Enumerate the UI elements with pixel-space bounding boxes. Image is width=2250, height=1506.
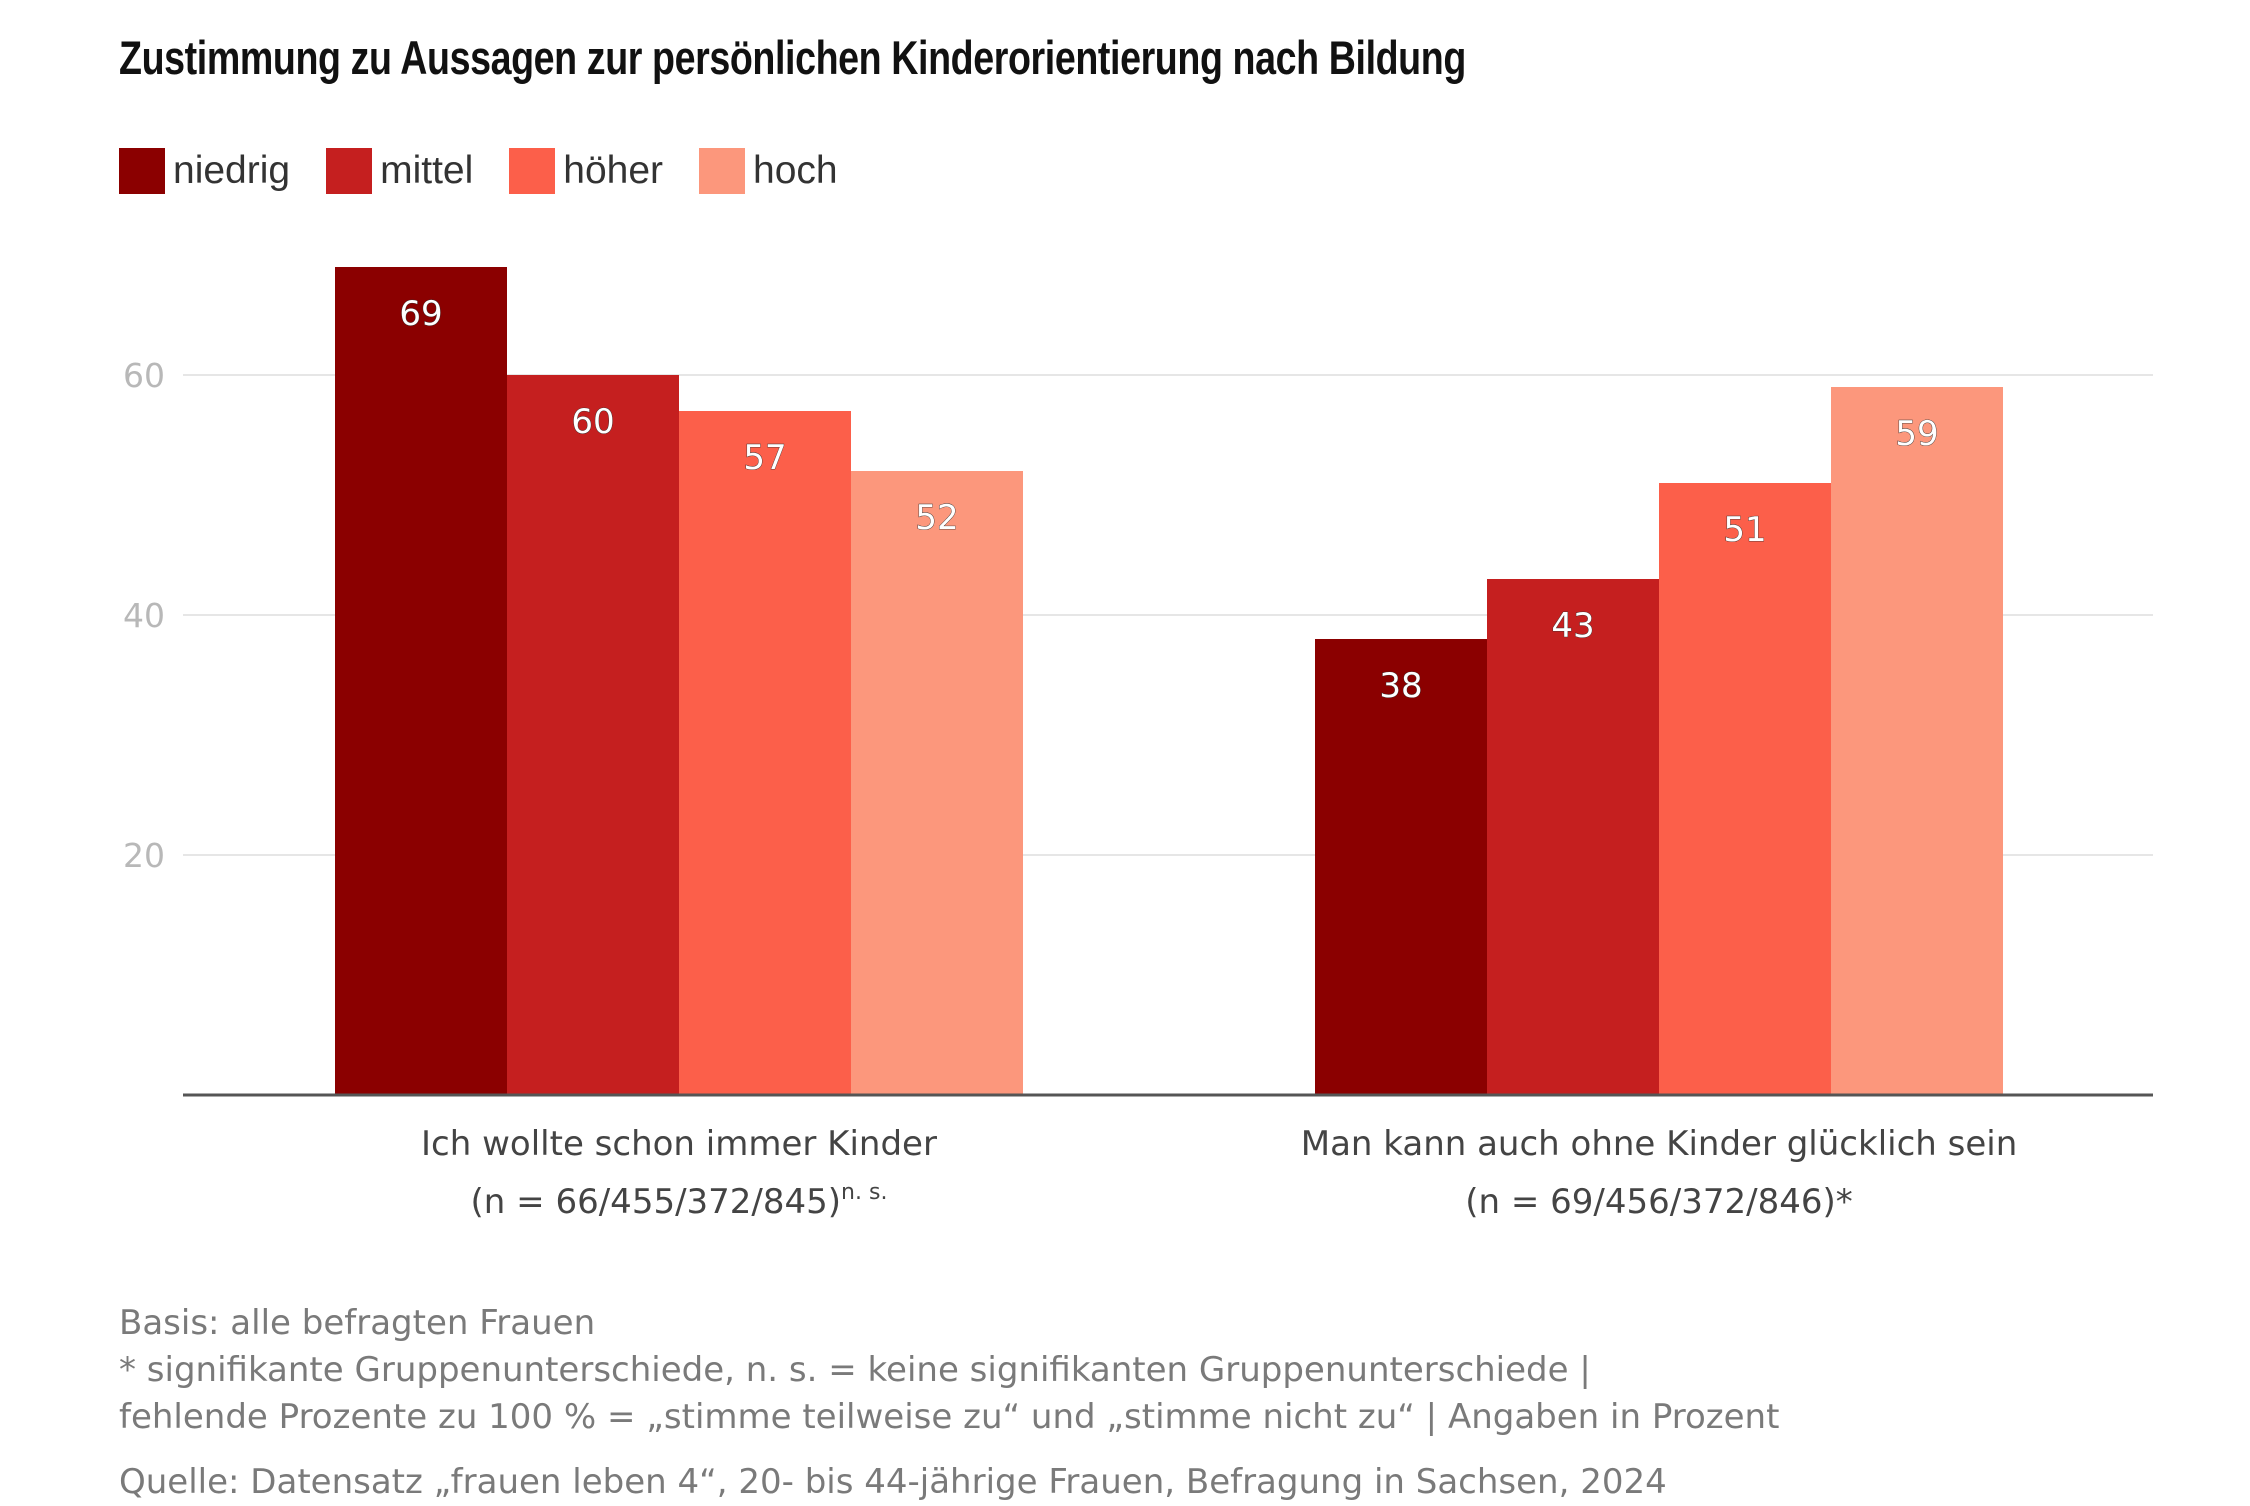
category-label-0: Ich wollte schon immer Kinder bbox=[421, 1124, 937, 1164]
y-tick-label-60: 60 bbox=[123, 356, 165, 395]
category-sample-0: (n = 66/455/372/845)n. s. bbox=[471, 1180, 888, 1222]
legend-item-hoeher: höher bbox=[509, 148, 663, 194]
bar-value-label-0-1: 60 bbox=[571, 402, 614, 442]
bar-value-label-1-1: 43 bbox=[1551, 606, 1594, 646]
bar-0-3 bbox=[851, 471, 1023, 1095]
category-label-1: Man kann auch ohne Kinder glücklich sein bbox=[1301, 1124, 2018, 1164]
bar-value-label-0-3: 52 bbox=[915, 498, 958, 538]
footnote-missing: fehlende Prozente zu 100 % = „stimme tei… bbox=[119, 1397, 1780, 1437]
legend-label-hoch: hoch bbox=[753, 149, 838, 192]
footnote-basis: Basis: alle befragten Frauen bbox=[119, 1303, 596, 1343]
bar-value-label-0-0: 69 bbox=[399, 294, 442, 334]
legend: niedrig mittel höher hoch bbox=[119, 148, 874, 194]
bar-1-0 bbox=[1315, 639, 1487, 1095]
bar-value-label-1-3: 59 bbox=[1895, 414, 1938, 454]
legend-swatch-niedrig bbox=[119, 148, 165, 194]
bar-1-2 bbox=[1659, 483, 1831, 1095]
bar-chart: 20 40 60 69 60 57 52 38 43 51 59 Ich wollte schon… bbox=[123, 267, 2153, 1222]
footnote-significance: * signifikante Gruppenunterschiede, n. s… bbox=[119, 1350, 1591, 1390]
category-sample-1: (n = 69/456/372/846)* bbox=[1465, 1182, 1853, 1222]
legend-item-hoch: hoch bbox=[699, 148, 838, 194]
legend-item-mittel: mittel bbox=[326, 148, 473, 194]
bar-value-label-1-2: 51 bbox=[1723, 510, 1766, 550]
bar-1-1 bbox=[1487, 579, 1659, 1095]
legend-label-mittel: mittel bbox=[380, 149, 474, 192]
category-labels: Ich wollte schon immer Kinder (n = 66/455… bbox=[421, 1124, 2017, 1222]
y-tick-label-20: 20 bbox=[123, 836, 165, 875]
chart-title: Zustimmung zu Aussagen zur persönlichen … bbox=[119, 31, 1466, 84]
y-axis-ticks: 20 40 60 bbox=[123, 356, 165, 875]
bar-1-3 bbox=[1831, 387, 2003, 1095]
legend-swatch-hoeher bbox=[509, 148, 556, 194]
significance-marker: n. s. bbox=[841, 1180, 887, 1205]
bar-value-labels: 69 60 57 52 38 43 51 59 bbox=[399, 294, 1939, 707]
bar-0-2 bbox=[679, 411, 851, 1095]
footnote-source: Quelle: Datensatz „frauen leben 4“, 20- … bbox=[119, 1462, 1667, 1502]
footnotes: Basis: alle befragten Frauen * signifika… bbox=[119, 1300, 1779, 1506]
bar-value-label-1-0: 38 bbox=[1379, 666, 1422, 706]
legend-swatch-mittel bbox=[326, 148, 373, 194]
bar-0-0 bbox=[335, 267, 507, 1095]
bar-0-1 bbox=[507, 375, 679, 1095]
bar-value-label-0-2: 57 bbox=[743, 438, 786, 478]
legend-swatch-hoch bbox=[699, 148, 746, 194]
legend-label-hoeher: höher bbox=[563, 149, 664, 192]
legend-item-niedrig: niedrig bbox=[119, 148, 290, 194]
legend-label-niedrig: niedrig bbox=[173, 149, 291, 192]
y-tick-label-40: 40 bbox=[123, 596, 165, 635]
bars bbox=[335, 267, 2003, 1095]
